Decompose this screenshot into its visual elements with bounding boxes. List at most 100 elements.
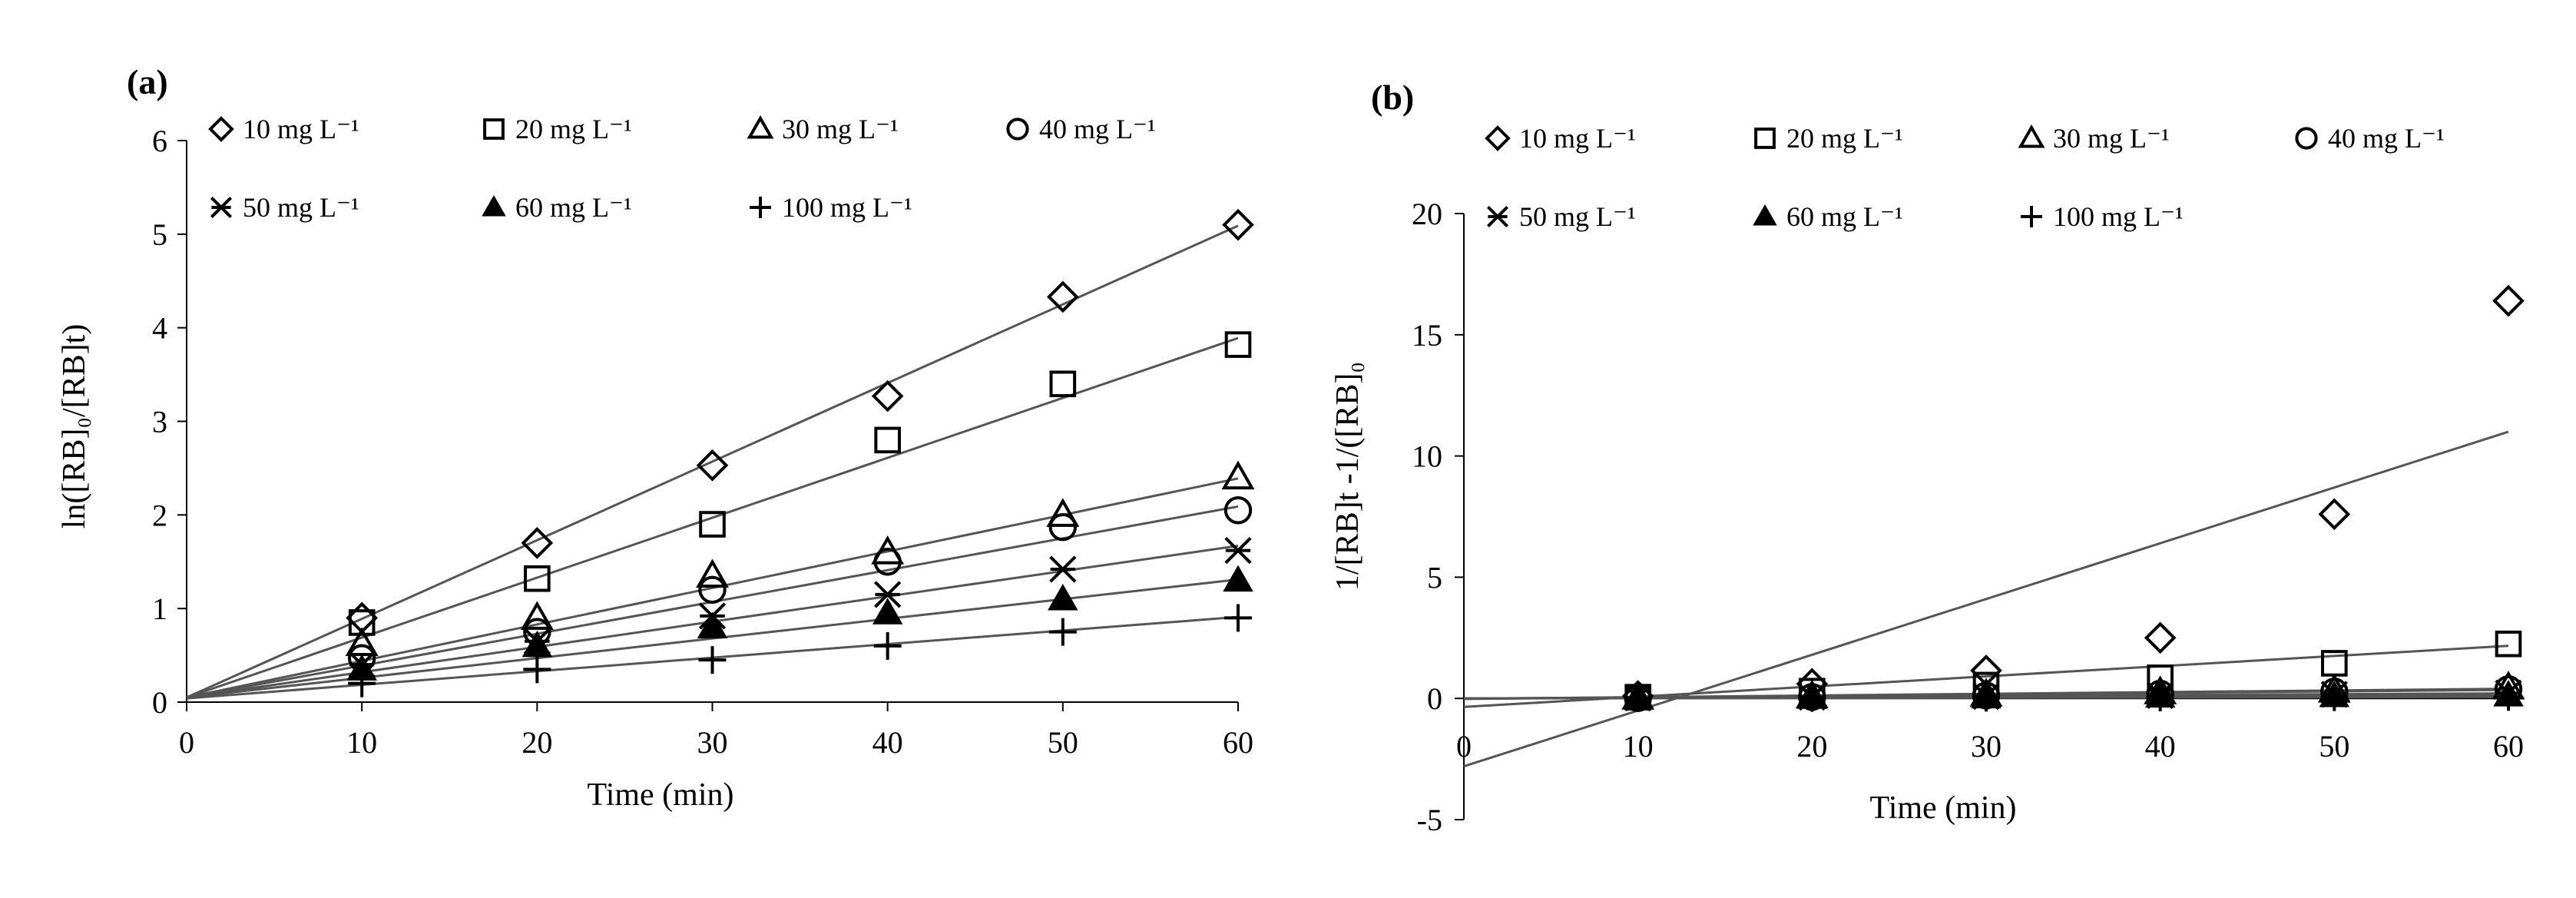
panel-b: (b) Time (min) 1/[RB]t -1/([RB]₀ -5 0 5 10 1…: [1330, 78, 2525, 837]
panel-b-legend-marker: [2295, 127, 2318, 150]
panel-a-point-series-3: [1223, 496, 1253, 525]
panel-b-point-series-6: [2495, 683, 2522, 711]
panel-a-legend-label: 100 mg L⁻¹: [782, 192, 912, 223]
panel-b-point-series-0: [2318, 498, 2351, 531]
panel-b-legend-item: 10 mg L⁻¹: [1485, 123, 1636, 154]
panel-a-legend-marker: [750, 197, 771, 218]
panel-b-label: (b): [1371, 78, 1414, 117]
panel-b-fit-line-series-0: [1463, 430, 2509, 767]
panel-a-x-axis-title: Time (min): [588, 777, 734, 813]
panel-a-point-series-0: [1047, 280, 1079, 313]
panel-a-point-series-5: [1223, 565, 1253, 592]
panel-a-point-series-6: [873, 631, 902, 660]
panel-a-y-tick-label: 2: [152, 498, 167, 532]
panel-a-x-tick-label: 10: [346, 725, 377, 760]
panel-a-point-series-4: [1224, 537, 1252, 565]
panel-b-point-series-0: [2144, 621, 2177, 654]
panel-a-x-tick-label: 0: [179, 725, 194, 760]
panel-a-label: (a): [127, 62, 168, 101]
panel-a-y-tick-label: 4: [152, 311, 167, 346]
panel-a-point-series-2: [696, 558, 729, 588]
panel-b-point-series-6: [1798, 684, 1826, 712]
panel-a-point-series-5: [697, 611, 728, 639]
panel-a-point-series-0: [871, 379, 904, 413]
panel-b-point-series-6: [1972, 684, 2000, 712]
panel-a-y-tick-label: 5: [152, 217, 167, 252]
panel-b-legend-item: 20 mg L⁻¹: [1754, 123, 1903, 154]
panel-b-legend-label: 10 mg L⁻¹: [1519, 123, 1636, 154]
panel-b-legend-marker: [1754, 128, 1776, 149]
panel-b-legend-label: 60 mg L⁻¹: [1786, 201, 1903, 232]
panel-a-legend-label: 40 mg L⁻¹: [1039, 114, 1156, 144]
panel-a-point-series-4: [874, 581, 902, 608]
panel-b-legend-item: 50 mg L⁻¹: [1486, 201, 1636, 232]
panel-a-legend-marker: [483, 118, 505, 140]
panel-b-point-series-6: [2146, 683, 2174, 711]
panel-a-point-series-3: [873, 548, 902, 576]
panel-a-legend-item: 50 mg L⁻¹: [210, 192, 359, 223]
panel-a-point-series-3: [1048, 512, 1078, 542]
panel-a-x-tick-label: 60: [1223, 725, 1253, 760]
panel-a-legend-item: 100 mg L⁻¹: [750, 192, 912, 223]
panel-a-legend: 10 mg L⁻¹ 20 mg L⁻¹ 30 mg L⁻¹ 40 mg L⁻¹ 50 m…: [208, 114, 1156, 223]
panel-a-x-tick-label: 50: [1048, 725, 1078, 760]
panel-b-legend-label: 30 mg L⁻¹: [2053, 123, 2170, 154]
panel-b-legend-item: 30 mg L⁻¹: [2018, 123, 2170, 154]
panel-b-x-axis-title: Time (min): [1870, 790, 2017, 826]
panel-b-x-tick-label: 0: [1456, 729, 1472, 764]
panel-a-point-series-6: [1224, 604, 1252, 632]
panel-a-point-series-2: [1221, 460, 1255, 490]
panel-a-x-tick-label: 40: [872, 725, 903, 760]
panel-a-point-series-1: [524, 565, 551, 592]
panel-b-y-tick-label: 20: [1412, 197, 1442, 231]
panel-b-legend-item: 40 mg L⁻¹: [2295, 123, 2445, 154]
panel-b-x-tick-label: 60: [2493, 729, 2524, 764]
panel-a-point-series-3: [698, 575, 727, 604]
panel-a-legend-item: 60 mg L⁻¹: [482, 192, 632, 223]
panel-a-y-tick-label: 0: [152, 685, 167, 720]
panel-b-legend-item: 100 mg L⁻¹: [2021, 201, 2184, 232]
panel-a-legend-marker: [210, 196, 233, 219]
panel-a-x-tick-label: 30: [697, 725, 728, 760]
panel-a-legend-label: 10 mg L⁻¹: [243, 114, 359, 144]
panel-a-point-series-1: [348, 609, 376, 636]
panel-b-point-series-0: [2492, 284, 2525, 317]
panel-b-x-tick-label: 40: [2145, 729, 2176, 764]
panel-b-legend-label: 100 mg L⁻¹: [2053, 201, 2184, 232]
panel-a-legend-label: 30 mg L⁻¹: [782, 114, 899, 144]
panel-a-y-tick-label: 6: [152, 124, 167, 158]
panel-b-legend-marker: [1753, 204, 1777, 226]
panel-a-fit-line-series-5: [186, 578, 1239, 699]
panel-b-y-tick-label: 5: [1427, 560, 1442, 595]
panel-a-point-series-1: [1224, 331, 1252, 358]
panel-a-point-series-0: [521, 527, 554, 559]
panel-a-legend-item: 10 mg L⁻¹: [208, 114, 359, 144]
panel-b-legend: 10 mg L⁻¹ 20 mg L⁻¹ 30 mg L⁻¹ 40 mg L⁻¹ 50 m…: [1485, 123, 2445, 232]
panel-a-point-series-1: [874, 426, 901, 454]
panel-a-legend-item: 40 mg L⁻¹: [1006, 114, 1156, 144]
panel-a-point-series-6: [698, 646, 727, 674]
panel-a-point-series-0: [696, 449, 729, 482]
panel-b-x-tick-label: 30: [1971, 729, 2002, 764]
panel-b-legend-marker: [1485, 125, 1511, 151]
panel-a-legend-label: 20 mg L⁻¹: [515, 114, 632, 144]
panel-b-y-tick-label: -5: [1417, 803, 1442, 837]
panel-a-y-tick-label: 1: [152, 591, 167, 626]
panel-b-point-series-1: [2495, 630, 2522, 658]
panel-b-point-series-6: [1624, 684, 1652, 712]
panel-a-point-series-6: [523, 655, 551, 684]
panel-a-y-tick-label: 3: [152, 405, 167, 439]
panel-a-y-axis-title: ln([RB]₀/[RB]t): [57, 324, 92, 529]
panel-a-legend-marker: [208, 116, 234, 142]
panel-a-legend-item: 20 mg L⁻¹: [483, 114, 632, 144]
panel-a-point-series-1: [1049, 370, 1077, 398]
panel-b-x-tick-label: 20: [1796, 729, 1827, 764]
panel-a-point-series-0: [1222, 208, 1254, 241]
panel-b-legend-marker: [2018, 124, 2045, 148]
panel-a-legend-item: 30 mg L⁻¹: [747, 114, 899, 144]
panel-b-point-series-6: [2320, 683, 2349, 711]
panel-a-point-series-2: [520, 601, 554, 630]
